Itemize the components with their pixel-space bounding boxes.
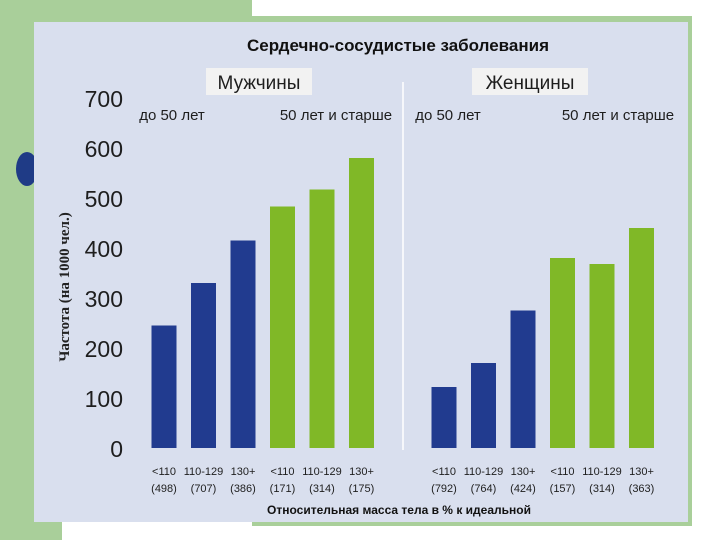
slide-background-bottom: [34, 522, 62, 540]
x-tick-count: (707): [191, 483, 217, 495]
slide-background-top: [0, 0, 252, 22]
subgroup-label: 50 лет и старше: [562, 107, 674, 124]
x-tick-count: (171): [270, 483, 296, 495]
x-tick-count: (175): [349, 483, 375, 495]
group-label: Мужчины: [218, 73, 301, 94]
subgroup-label: 50 лет и старше: [280, 107, 392, 124]
y-tick-label: 100: [85, 386, 123, 412]
x-tick-label: 110-129: [302, 466, 342, 478]
x-tick-label: 110-129: [582, 466, 622, 478]
y-tick-label: 500: [85, 186, 123, 212]
chart-panel: Сердечно-сосудистые заболевания Мужчины Ж…: [34, 22, 688, 522]
x-tick-label: 110-129: [464, 466, 504, 478]
bar: [349, 158, 374, 448]
x-tick-label: <110: [551, 466, 575, 478]
y-tick-label: 700: [85, 86, 123, 112]
y-axis: 0 100 200 300 400 500 600 700: [85, 86, 123, 462]
chart: Сердечно-сосудистые заболевания Мужчины Ж…: [57, 36, 674, 517]
chart-title: Сердечно-сосудистые заболевания: [247, 36, 549, 55]
x-tick-count: (314): [589, 483, 615, 495]
x-axis-label: Относительная масса тела в % к идеальной: [267, 503, 531, 517]
x-tick-label: 130+: [231, 466, 256, 478]
bar: [431, 387, 457, 448]
slide-bullet: [16, 152, 38, 186]
x-tick-count: (792): [431, 483, 457, 495]
bar: [230, 240, 256, 448]
y-axis-label: Частота (на 1000 чел.): [57, 212, 73, 361]
slide-background-left: [0, 0, 34, 540]
bar-layer: [151, 158, 654, 448]
y-tick-label: 300: [85, 286, 123, 312]
x-tick-label: 110-129: [184, 466, 224, 478]
x-tick-label: 130+: [349, 466, 374, 478]
x-tick-count: (498): [151, 483, 177, 495]
group-label: Женщины: [486, 73, 575, 94]
bar: [471, 363, 496, 448]
x-tick-label: <110: [271, 466, 295, 478]
bar: [589, 264, 615, 448]
group-label-box: [206, 68, 312, 95]
bar: [510, 310, 536, 448]
x-tick-count: (764): [471, 483, 497, 495]
x-tick-count: (157): [550, 483, 576, 495]
y-tick-label: 600: [85, 136, 123, 162]
x-tick-label-layer: <110 (498) 110-129 (707) 130+ (386) <110 (171) 1…: [151, 466, 654, 495]
group-label-box: [472, 68, 588, 95]
subgroup-label: до 50 лет: [139, 107, 205, 124]
subgroup-label: до 50 лет: [415, 107, 481, 124]
x-tick-label: <110: [432, 466, 456, 478]
y-tick-label: 0: [110, 436, 123, 462]
x-tick-label: 130+: [511, 466, 536, 478]
y-tick-label: 400: [85, 236, 123, 262]
bar: [151, 325, 177, 448]
y-tick-label: 200: [85, 336, 123, 362]
bar: [270, 206, 295, 448]
bar: [191, 283, 216, 448]
x-tick-label: <110: [152, 466, 176, 478]
bar: [629, 228, 654, 448]
x-tick-count: (314): [309, 483, 335, 495]
bar: [309, 189, 335, 448]
x-tick-label: 130+: [629, 466, 654, 478]
x-tick-count: (386): [230, 483, 256, 495]
bar: [550, 258, 575, 448]
x-tick-count: (363): [629, 483, 655, 495]
group-label-layer: Мужчины Женщины до 50 лет 50 лет и старше до…: [139, 68, 674, 124]
x-tick-count: (424): [510, 483, 536, 495]
